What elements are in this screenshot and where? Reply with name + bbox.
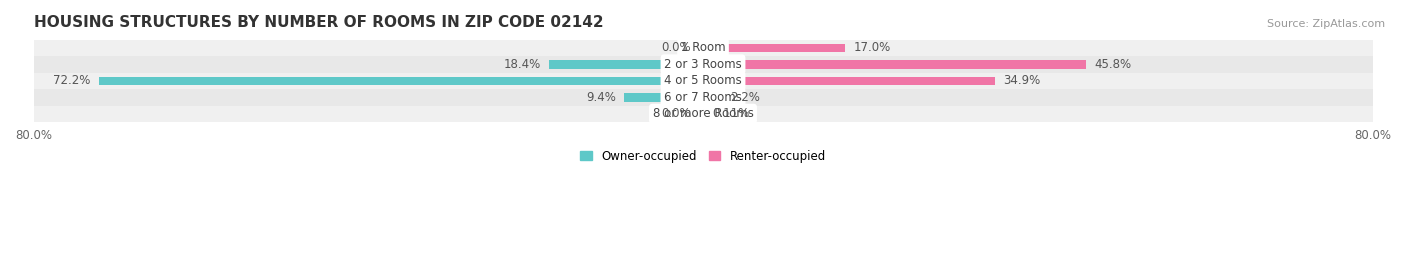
Text: 0.11%: 0.11% <box>713 107 749 120</box>
Bar <box>34 40 1372 56</box>
Text: 0.0%: 0.0% <box>661 41 690 55</box>
Text: 6 or 7 Rooms: 6 or 7 Rooms <box>664 91 742 104</box>
Text: 34.9%: 34.9% <box>1004 74 1040 87</box>
Bar <box>703 77 995 85</box>
Text: 1 Room: 1 Room <box>681 41 725 55</box>
Text: 0.0%: 0.0% <box>661 107 690 120</box>
Bar <box>703 60 1087 69</box>
Text: 4 or 5 Rooms: 4 or 5 Rooms <box>664 74 742 87</box>
Bar <box>34 105 1372 122</box>
Bar <box>98 77 703 85</box>
Text: Source: ZipAtlas.com: Source: ZipAtlas.com <box>1267 19 1385 29</box>
Text: 45.8%: 45.8% <box>1095 58 1132 71</box>
Bar <box>34 56 1372 73</box>
Text: 9.4%: 9.4% <box>586 91 616 104</box>
Text: 18.4%: 18.4% <box>503 58 541 71</box>
Bar <box>703 93 721 102</box>
Legend: Owner-occupied, Renter-occupied: Owner-occupied, Renter-occupied <box>575 145 831 167</box>
Text: 2.2%: 2.2% <box>730 91 759 104</box>
Text: HOUSING STRUCTURES BY NUMBER OF ROOMS IN ZIP CODE 02142: HOUSING STRUCTURES BY NUMBER OF ROOMS IN… <box>34 15 603 30</box>
Text: 17.0%: 17.0% <box>853 41 891 55</box>
Bar <box>548 60 703 69</box>
Bar <box>703 44 845 52</box>
Bar <box>34 89 1372 105</box>
Text: 2 or 3 Rooms: 2 or 3 Rooms <box>664 58 742 71</box>
Text: 8 or more Rooms: 8 or more Rooms <box>652 107 754 120</box>
Text: 72.2%: 72.2% <box>53 74 90 87</box>
Bar <box>624 93 703 102</box>
Bar <box>34 73 1372 89</box>
